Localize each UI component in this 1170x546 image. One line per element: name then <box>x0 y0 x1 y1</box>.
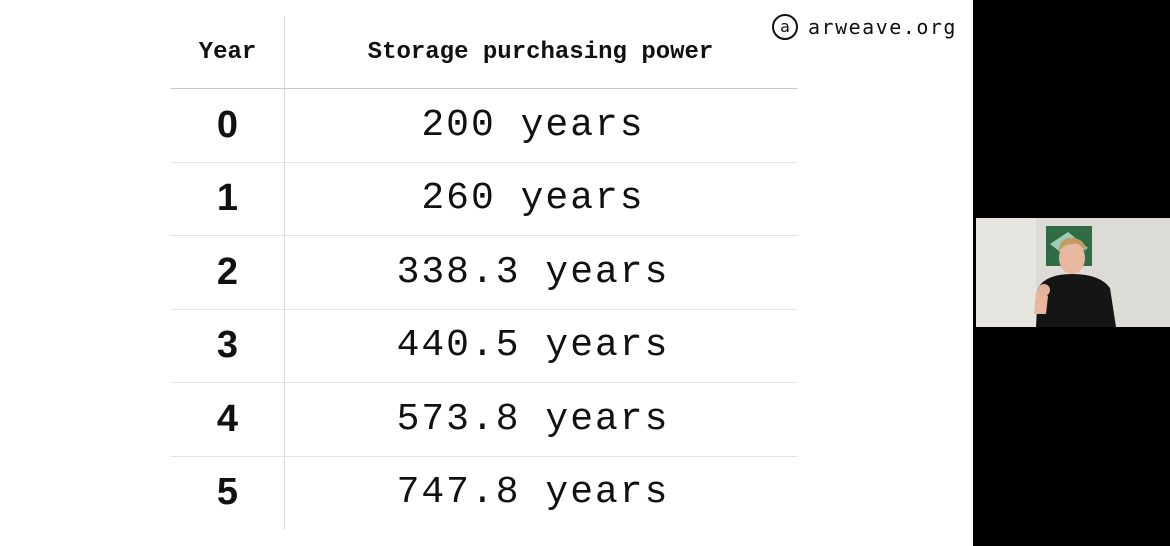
table-row: 4 573.8 years <box>171 383 797 457</box>
webcam-video-thumbnail[interactable] <box>976 218 1170 327</box>
table-row: 3 440.5 years <box>171 310 797 383</box>
power-cell: 338.3 years <box>396 250 670 294</box>
table-header: Year Storage purchasing power <box>171 16 797 89</box>
table-row: 0 200 years <box>171 89 797 163</box>
power-cell: 200 years <box>421 103 645 147</box>
arweave-logo: a arweave.org <box>772 11 957 43</box>
purchasing-power-table: Year Storage purchasing power 0 200 year… <box>171 16 797 529</box>
year-cell: 2 <box>216 250 239 293</box>
header-storage-power: Storage purchasing power <box>367 38 714 66</box>
header-year: Year <box>198 38 257 66</box>
power-cell: 440.5 years <box>396 324 670 368</box>
presenter-video-frame <box>976 218 1170 327</box>
table-row: 1 260 years <box>171 163 797 236</box>
year-cell: 3 <box>216 324 239 367</box>
table-row: 5 747.8 years <box>171 457 797 530</box>
at-circle-icon: a <box>772 14 798 40</box>
year-cell: 1 <box>216 177 239 220</box>
year-cell: 0 <box>216 103 239 146</box>
year-cell: 4 <box>216 397 239 440</box>
presentation-slide: a arweave.org Year Storage purchasing po… <box>0 0 973 546</box>
year-cell: 5 <box>216 471 239 514</box>
logo-text: arweave.org <box>808 15 957 39</box>
power-cell: 260 years <box>421 177 645 221</box>
column-divider <box>284 16 285 530</box>
power-cell: 747.8 years <box>396 471 670 515</box>
power-cell: 573.8 years <box>396 397 670 441</box>
table-row: 2 338.3 years <box>171 236 797 310</box>
